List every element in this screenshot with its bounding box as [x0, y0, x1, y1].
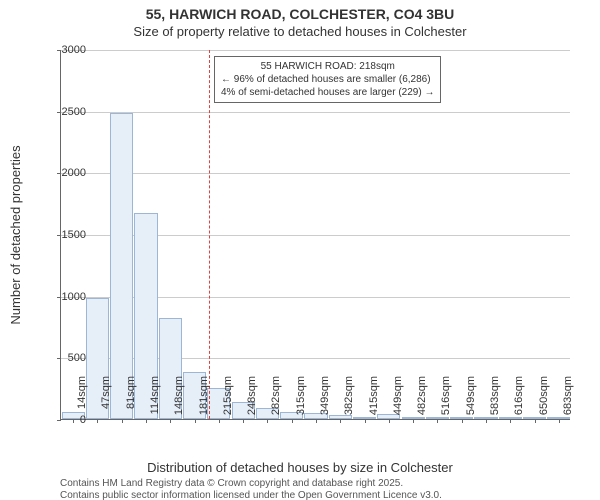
annotation-line: 4% of semi-detached houses are larger (2…: [221, 86, 434, 99]
x-tick-label: 315sqm: [295, 376, 307, 426]
x-tick-mark: [462, 419, 463, 423]
x-tick-mark: [267, 419, 268, 423]
annotation-line: 55 HARWICH ROAD: 218sqm: [221, 60, 434, 73]
x-tick-label: 549sqm: [465, 376, 477, 426]
histogram-bar: [110, 113, 133, 419]
x-tick-label: 248sqm: [246, 376, 258, 426]
x-tick-mark: [243, 419, 244, 423]
y-tick-label: 2000: [42, 167, 86, 179]
chart-title-line1: 55, HARWICH ROAD, COLCHESTER, CO4 3BU: [0, 6, 600, 22]
property-size-histogram: 55, HARWICH ROAD, COLCHESTER, CO4 3BU Si…: [0, 0, 600, 500]
x-tick-mark: [292, 419, 293, 423]
x-tick-label: 14sqm: [76, 376, 88, 426]
annotation-box: 55 HARWICH ROAD: 218sqm← 96% of detached…: [214, 56, 441, 103]
x-tick-label: 650sqm: [538, 376, 550, 426]
y-tick-label: 3000: [42, 44, 86, 56]
x-tick-label: 516sqm: [440, 376, 452, 426]
chart-title-line2: Size of property relative to detached ho…: [0, 24, 600, 39]
x-tick-label: 148sqm: [173, 376, 185, 426]
x-tick-label: 114sqm: [149, 376, 161, 426]
x-tick-mark: [535, 419, 536, 423]
y-tick-label: 2500: [42, 106, 86, 118]
y-tick-label: 1000: [42, 291, 86, 303]
annotation-line: ← 96% of detached houses are smaller (6,…: [221, 73, 434, 86]
x-tick-mark: [195, 419, 196, 423]
x-tick-mark: [146, 419, 147, 423]
x-tick-label: 449sqm: [392, 376, 404, 426]
x-tick-label: 616sqm: [513, 376, 525, 426]
x-tick-label: 282sqm: [270, 376, 282, 426]
x-tick-mark: [365, 419, 366, 423]
x-tick-label: 482sqm: [416, 376, 428, 426]
y-tick-label: 1500: [42, 229, 86, 241]
x-tick-mark: [413, 419, 414, 423]
y-tick-label: 500: [42, 352, 86, 364]
x-tick-mark: [122, 419, 123, 423]
x-axis-title: Distribution of detached houses by size …: [0, 460, 600, 475]
x-tick-label: 81sqm: [125, 376, 137, 426]
x-tick-label: 47sqm: [100, 376, 112, 426]
x-tick-mark: [389, 419, 390, 423]
x-tick-label: 349sqm: [319, 376, 331, 426]
plot-area: 55 HARWICH ROAD: 218sqm← 96% of detached…: [60, 50, 570, 420]
x-tick-label: 215sqm: [222, 376, 234, 426]
x-tick-mark: [437, 419, 438, 423]
credit-line-1: Contains HM Land Registry data © Crown c…: [60, 478, 403, 489]
x-tick-label: 382sqm: [343, 376, 355, 426]
reference-line: [209, 50, 210, 419]
x-tick-label: 683sqm: [562, 376, 574, 426]
x-tick-mark: [486, 419, 487, 423]
y-axis-title: Number of detached properties: [8, 145, 23, 324]
x-tick-label: 583sqm: [489, 376, 501, 426]
histogram-bars: [61, 50, 570, 419]
x-tick-mark: [340, 419, 341, 423]
plot-frame: 55 HARWICH ROAD: 218sqm← 96% of detached…: [60, 50, 570, 420]
credit-line-2: Contains public sector information licen…: [60, 490, 442, 500]
x-tick-mark: [559, 419, 560, 423]
x-tick-label: 415sqm: [368, 376, 380, 426]
x-tick-mark: [97, 419, 98, 423]
x-tick-mark: [170, 419, 171, 423]
x-tick-label: 181sqm: [198, 376, 210, 426]
x-tick-mark: [219, 419, 220, 423]
x-tick-mark: [510, 419, 511, 423]
x-tick-mark: [316, 419, 317, 423]
